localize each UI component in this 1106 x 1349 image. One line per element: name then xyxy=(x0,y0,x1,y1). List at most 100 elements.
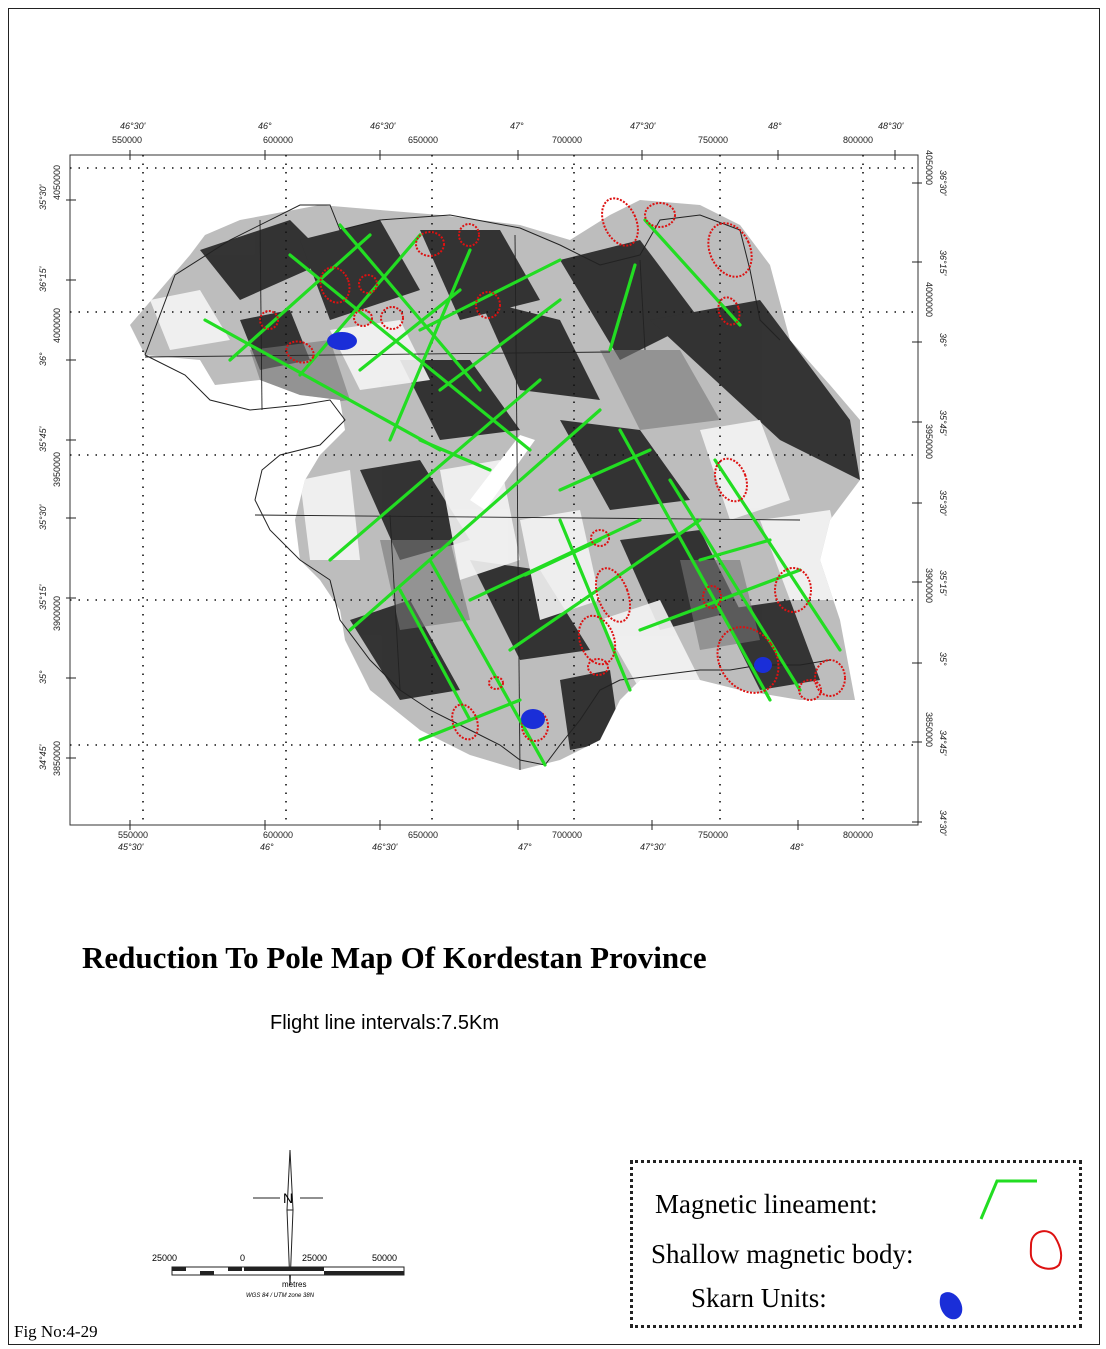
lineament xyxy=(298,233,422,377)
graticule xyxy=(70,155,918,825)
bottom-utm-label: 750000 xyxy=(698,830,728,840)
lineament xyxy=(428,558,547,767)
right-utm-label: 3850000 xyxy=(924,712,934,747)
bottom-lon-label: 46° xyxy=(260,842,274,852)
shallow-body xyxy=(353,309,373,327)
lineament xyxy=(348,408,602,632)
left-lat-label: 35° xyxy=(38,670,48,684)
top-utm-label: 650000 xyxy=(408,135,438,145)
bottom-lon-label: 46°30' xyxy=(372,842,398,852)
top-lon-label: 47° xyxy=(510,121,524,131)
bottom-utm-label: 650000 xyxy=(408,830,438,840)
shallow-body xyxy=(488,676,504,690)
right-lat-label: 34°30' xyxy=(938,810,948,836)
shallow-body xyxy=(415,231,445,257)
map-subtitle: Flight line intervals:7.5Km xyxy=(270,1012,499,1034)
shallow-body xyxy=(285,340,315,364)
figure-number: Fig No:4-29 xyxy=(14,1322,98,1341)
rtp-map: 46°30' 46° 46°30' 47° 47°30' 48° 48°30' … xyxy=(38,121,948,852)
lineament xyxy=(438,298,562,392)
shallow-body xyxy=(714,457,748,503)
skarn-unit xyxy=(327,332,357,350)
right-lat-label: 36°15' xyxy=(938,250,948,276)
top-utm-label: 800000 xyxy=(843,135,873,145)
bottom-utm-label: 700000 xyxy=(552,830,582,840)
green-line-icon xyxy=(979,1179,1037,1220)
shallow-body xyxy=(380,306,404,330)
left-lat-label: 35°30' xyxy=(38,184,48,210)
shallow-body xyxy=(590,529,610,547)
svg-text:0: 0 xyxy=(240,1253,245,1263)
shallow-body xyxy=(601,197,639,247)
left-utm-label: 4000000 xyxy=(52,308,62,343)
shallow-body xyxy=(702,585,722,609)
right-lat-label: 35°30' xyxy=(938,490,948,516)
figure-frame xyxy=(8,8,1100,1345)
lineament xyxy=(558,518,632,692)
bottom-lon-label: 47°30' xyxy=(640,842,666,852)
left-utm-label: 4050000 xyxy=(52,165,62,200)
top-utm-label: 550000 xyxy=(112,135,142,145)
legend: Magnetic lineament: Shallow magnetic bod… xyxy=(630,1160,1082,1328)
shallow-body xyxy=(814,659,846,697)
right-lat-label: 35°45' xyxy=(938,410,948,436)
right-lat-label: 36° xyxy=(938,333,948,347)
right-lat-label: 34°45' xyxy=(938,730,948,756)
right-lat-label: 36°30' xyxy=(938,170,948,196)
blue-blob-icon xyxy=(939,1292,963,1320)
lineament xyxy=(338,223,482,392)
shallow-body xyxy=(259,310,279,330)
shallow-body xyxy=(319,266,351,304)
lineament xyxy=(288,253,532,452)
lineament xyxy=(713,458,842,652)
bottom-lon-label: 47° xyxy=(518,842,532,852)
lineament xyxy=(358,288,462,372)
svg-text:25000: 25000 xyxy=(302,1253,327,1263)
legend-label-skarn: Skarn Units: xyxy=(691,1283,827,1313)
top-utm-label: 700000 xyxy=(552,135,582,145)
top-lon-label: 46° xyxy=(258,121,272,131)
shallow-body xyxy=(774,567,812,613)
left-lat-label: 36° xyxy=(38,352,48,366)
shallow-body xyxy=(587,658,609,676)
left-utm-label: 3850000 xyxy=(52,741,62,776)
legend-label-lineament: Magnetic lineament: xyxy=(655,1189,878,1219)
left-lat-label: 36°15' xyxy=(38,266,48,292)
shallow-body xyxy=(707,222,753,278)
bottom-lon-label: 45°30' xyxy=(118,842,144,852)
top-lon-label: 46°30' xyxy=(120,121,146,131)
svg-text:WGS 84 / UTM zone 38N: WGS 84 / UTM zone 38N xyxy=(246,1293,315,1299)
shallow-body xyxy=(594,567,632,623)
red-outline-icon xyxy=(1029,1230,1063,1270)
top-utm-label: 750000 xyxy=(698,135,728,145)
bottom-utm-label: 800000 xyxy=(843,830,873,840)
left-lat-label: 34°45' xyxy=(38,744,48,770)
shallow-body xyxy=(475,291,501,319)
shallow-magnetic-bodies xyxy=(259,197,846,742)
lineament xyxy=(418,258,562,332)
shallow-body xyxy=(577,614,617,666)
lineament xyxy=(608,263,637,352)
top-lon-label: 48° xyxy=(768,121,782,131)
legend-label-shallow-body: Shallow magnetic body: xyxy=(651,1239,914,1269)
left-utm-label: 3900000 xyxy=(52,596,62,631)
north-letter: N xyxy=(283,1190,293,1206)
right-lat-label: 35° xyxy=(938,652,948,666)
shallow-body xyxy=(521,710,549,742)
lineament xyxy=(668,478,802,692)
magnetic-lineaments xyxy=(203,218,842,767)
right-utm-label: 4000000 xyxy=(924,282,934,317)
lineament xyxy=(228,233,372,362)
shallow-body xyxy=(451,703,479,741)
top-lon-label: 48°30' xyxy=(878,121,904,131)
map-title: Reduction To Pole Map Of Kordestan Provi… xyxy=(82,940,707,975)
scale-bar: 25000 0 25000 50000 metres WGS 84 / UTM … xyxy=(152,1253,405,1299)
skarn-units xyxy=(327,332,772,729)
right-utm-label: 3950000 xyxy=(924,424,934,459)
shallow-body xyxy=(716,626,780,694)
lineament xyxy=(418,438,492,472)
lineament xyxy=(698,538,772,562)
svg-text:50000: 50000 xyxy=(372,1253,397,1263)
shallow-body xyxy=(458,223,480,247)
shallow-body xyxy=(717,296,741,326)
